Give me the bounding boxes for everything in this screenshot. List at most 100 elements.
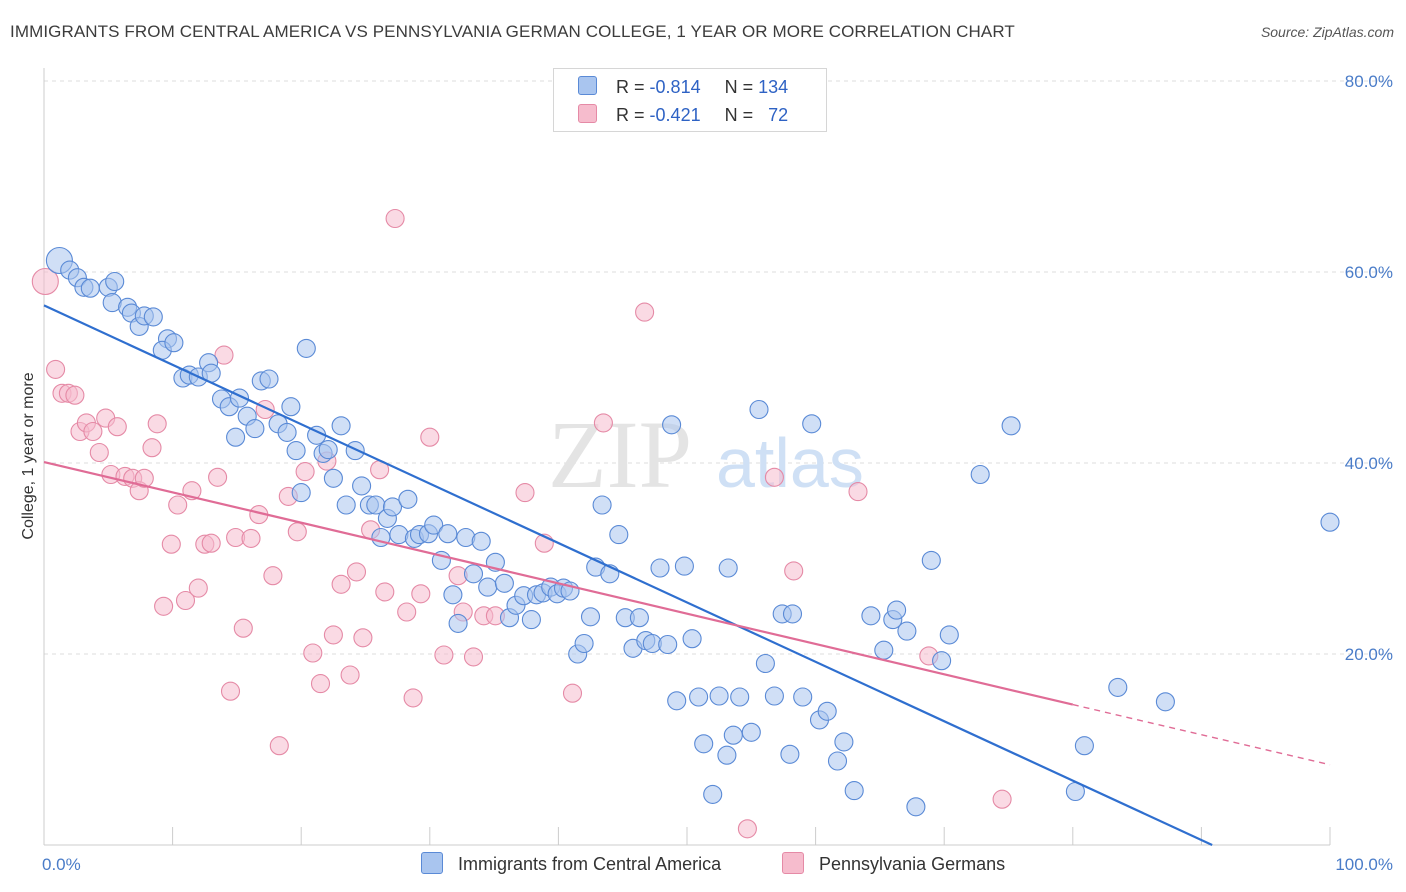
blue-point: [718, 558, 738, 578]
blue-point: [1001, 416, 1021, 436]
blue-point: [741, 722, 761, 742]
series-legend-pink: Pennsylvania Germans: [782, 852, 1005, 875]
blue-point: [609, 525, 629, 545]
blue-point: [662, 415, 682, 435]
pink-point: [241, 528, 261, 548]
blue-point: [764, 686, 784, 706]
y-tick-label: 60.0%: [1345, 263, 1393, 282]
pink-point: [340, 665, 360, 685]
pink-point: [295, 462, 315, 482]
blue-point: [398, 489, 418, 509]
blue-point: [494, 573, 514, 593]
blue-point: [970, 464, 990, 485]
blue-point: [703, 784, 723, 804]
blue-point: [226, 427, 246, 447]
blue-point: [592, 495, 612, 515]
blue-point: [463, 564, 484, 584]
legend-n-label: N =: [724, 105, 754, 125]
legend-n-value: 72: [768, 105, 789, 125]
pink-point: [263, 566, 283, 586]
blue-point: [629, 608, 649, 628]
blue-point: [448, 613, 468, 633]
blue-point: [834, 732, 854, 752]
blue-point: [887, 600, 907, 620]
blue-point: [336, 495, 356, 515]
pink-point: [89, 442, 109, 463]
pink-point: [214, 345, 234, 365]
blue-point: [143, 307, 163, 327]
blue-point: [443, 585, 463, 605]
pink-point: [161, 534, 181, 554]
pink-point: [353, 628, 373, 648]
blue-point: [352, 476, 372, 496]
series-legend-blue: Immigrants from Central America: [421, 852, 721, 875]
pink-point: [46, 359, 66, 379]
pink-point: [107, 417, 127, 437]
blue-point: [689, 687, 709, 707]
legend-row-pink: R = -0.421 N = 72: [578, 104, 788, 126]
blue-point: [286, 441, 306, 461]
blue-point: [291, 483, 311, 503]
pink-point: [147, 414, 167, 434]
blue-point: [1108, 677, 1128, 697]
grid-lines: [44, 80, 1392, 655]
pink-point: [434, 645, 454, 665]
pink-point: [764, 467, 784, 487]
blue-point: [682, 629, 702, 649]
blue-point: [281, 397, 301, 417]
pink-point: [593, 413, 613, 433]
blue-point: [827, 751, 848, 771]
pink-point: [220, 681, 241, 701]
source-credit: Source: ZipAtlas.com: [1260, 24, 1394, 40]
pink-point: [168, 495, 188, 515]
pink-point: [65, 385, 85, 405]
blue-point: [817, 701, 837, 721]
blue-point: [318, 440, 338, 460]
y-tick-label: 80.0%: [1345, 72, 1393, 91]
pink-point: [208, 467, 228, 487]
trend-line-pink-extension: [1072, 703, 1331, 766]
axes: [43, 68, 1331, 846]
pink-point: [134, 468, 154, 488]
blue-point: [717, 745, 737, 765]
blue-point: [939, 625, 959, 645]
blue-point: [709, 686, 729, 706]
blue-point: [730, 687, 750, 707]
legend-r-value: -0.421: [649, 105, 701, 125]
blue-point: [1155, 692, 1175, 712]
legend-n-value: 134: [758, 77, 789, 97]
blue-point: [424, 515, 444, 535]
blue-point: [478, 577, 498, 597]
pink-point: [310, 674, 331, 694]
legend-r-label: R =: [616, 77, 645, 97]
pink-point: [346, 562, 367, 582]
y-tick-label: 20.0%: [1345, 645, 1393, 664]
blue-point: [323, 468, 343, 488]
pink-point: [784, 561, 804, 581]
blue-point: [345, 441, 365, 461]
tick-labels: 20.0% 40.0% 60.0% 80.0% 0.0% 100.0%: [42, 72, 1393, 874]
trend-lines: [43, 304, 1331, 846]
pink-point: [233, 618, 253, 638]
pink-point: [287, 522, 307, 542]
pink-point: [142, 438, 162, 458]
blue-point: [802, 414, 822, 434]
pink-point: [635, 302, 655, 322]
series-swatch-blue: [421, 852, 443, 874]
legend-swatch-blue: [578, 76, 597, 95]
pink-point: [331, 574, 351, 594]
legend-n-label: N =: [724, 77, 754, 97]
watermark-atlas: atlas: [716, 424, 864, 502]
legend-r-label: R =: [616, 105, 645, 125]
blue-point: [331, 416, 351, 436]
pink-point: [83, 421, 103, 442]
blue-point: [80, 278, 100, 298]
pink-point: [375, 582, 395, 602]
blue-point: [259, 369, 279, 389]
pink-point: [385, 208, 405, 229]
pink-point: [403, 688, 423, 708]
pink-point: [397, 602, 417, 622]
blue-point: [296, 338, 316, 358]
blue-point: [674, 556, 694, 576]
